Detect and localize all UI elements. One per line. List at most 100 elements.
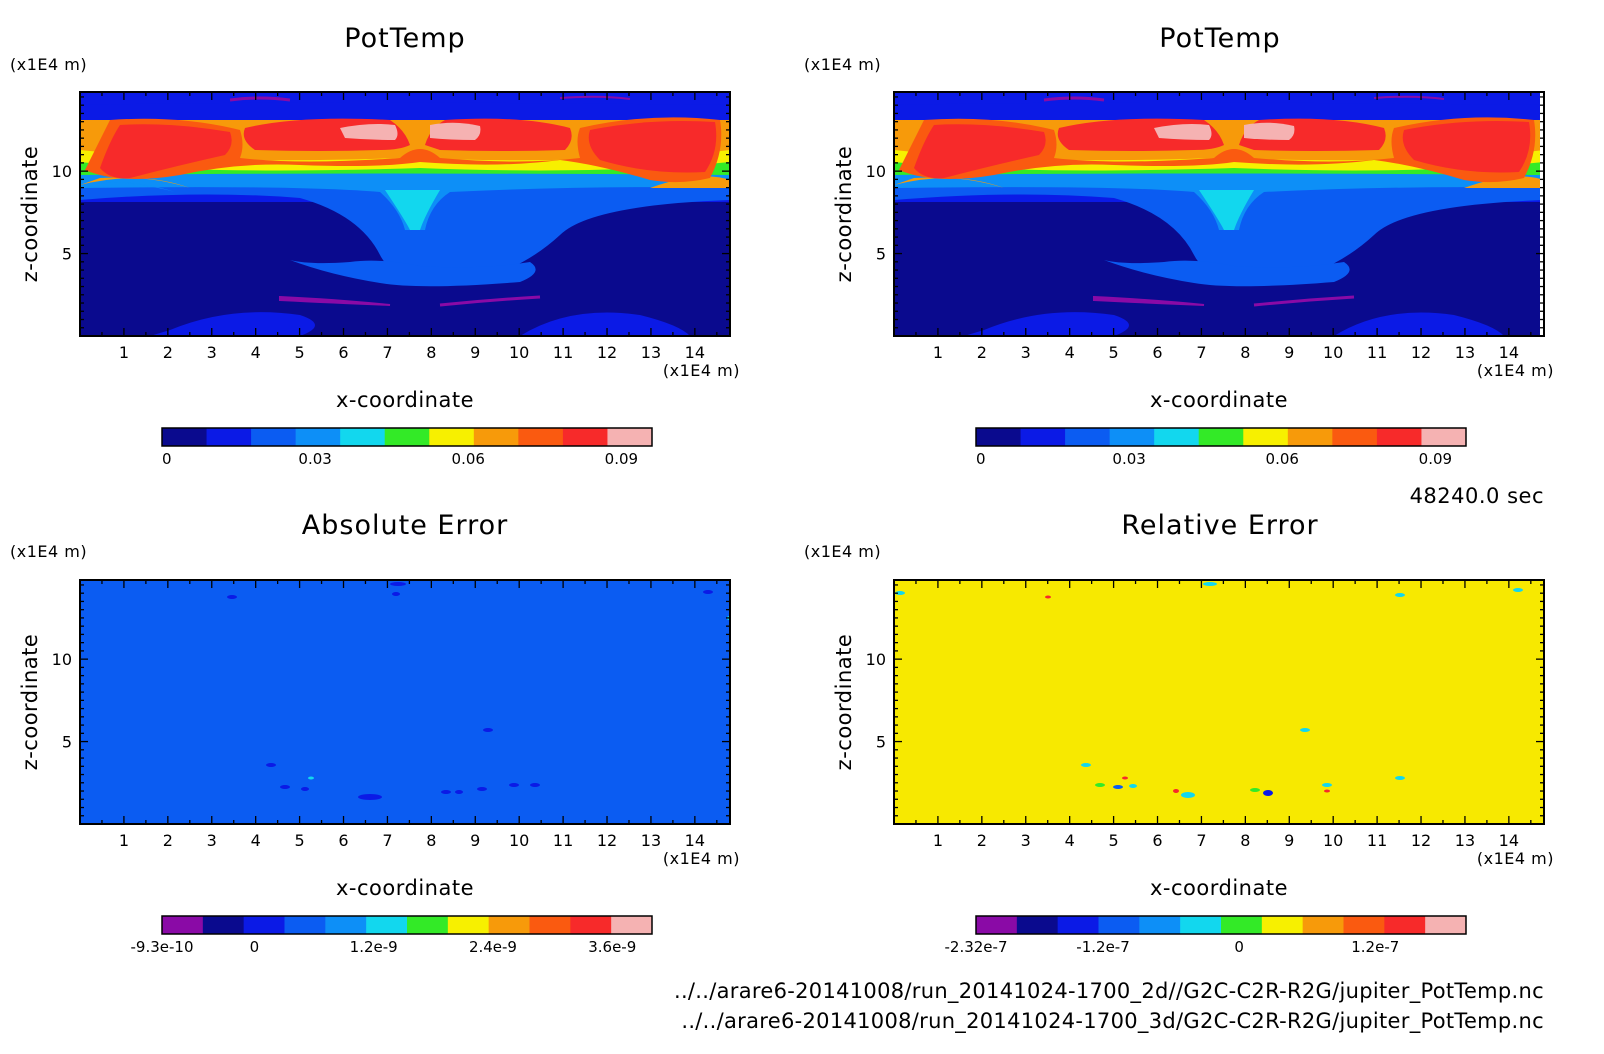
colorbar-swatch (429, 428, 475, 446)
axes-frame (893, 91, 1545, 337)
colorbar-swatch (1020, 428, 1066, 446)
colorbar-swatch (243, 916, 285, 934)
panel-title: Absolute Error (302, 510, 508, 541)
x-tick-label: 5 (295, 831, 305, 850)
x-tick-label: 5 (295, 343, 305, 362)
x-tick-label: 5 (1109, 831, 1119, 850)
colorbar-swatch (611, 916, 653, 934)
colorbar-swatch (1057, 916, 1099, 934)
colorbar-swatch (1154, 428, 1200, 446)
x-tick-label: 6 (338, 831, 348, 850)
x-tick-label: 5 (1109, 343, 1119, 362)
x-tick-label: 11 (553, 343, 573, 362)
colorbar-tick-label: 0.06 (1266, 450, 1299, 468)
x-tick-label: 1 (933, 831, 943, 850)
x-tick-label: 3 (1021, 343, 1031, 362)
colorbar-swatch (325, 916, 367, 934)
colorbar-swatch (284, 916, 326, 934)
x-axis-label: x-coordinate (336, 876, 474, 900)
colorbar-swatch (1139, 916, 1181, 934)
colorbar-swatch (562, 428, 608, 446)
panel-title: Relative Error (1121, 510, 1318, 541)
panel-title: PotTemp (1159, 23, 1280, 54)
x-axis-label: x-coordinate (1150, 876, 1288, 900)
x-tick-label: 1 (119, 343, 129, 362)
y-unit-label: (x1E4 m) (804, 55, 881, 74)
colorbar-tick-label: -9.3e-10 (131, 938, 194, 956)
y-tick-label: 10 (866, 650, 886, 669)
x-tick-label: 4 (251, 343, 261, 362)
x-tick-label: 8 (1240, 831, 1250, 850)
colorbar-swatch (1421, 428, 1467, 446)
colorbar-swatch (976, 916, 1018, 934)
x-tick-label: 14 (1499, 343, 1519, 362)
y-tick-label: 10 (866, 162, 886, 181)
colorbar: -9.3e-10 0 1.2e-9 2.4e-9 3.6e-9 (131, 915, 653, 956)
panel-pottemp-right: PotTemp (x1E4 m) (804, 23, 1554, 508)
colorbar-tick-label: 0.03 (1112, 450, 1145, 468)
file-path-3d: ../../arare6-20141008/run_20141024-1700_… (681, 1009, 1544, 1034)
x-tick-label: 2 (163, 831, 173, 850)
y-unit-label: (x1E4 m) (10, 55, 87, 74)
panel-relative-error: Relative Error (x1E4 m) 1 2 3 4 5 6 7 8 9 10 11 12 1… (804, 510, 1554, 956)
field-map (80, 580, 730, 824)
x-tick-label: 3 (1021, 831, 1031, 850)
colorbar-tick-label: 0.06 (452, 450, 485, 468)
y-tick-label: 10 (52, 162, 72, 181)
colorbar-swatch (1376, 428, 1422, 446)
colorbar-tick-label: 0 (162, 450, 172, 468)
colorbar-swatch (473, 428, 519, 446)
x-unit-label: (x1E4 m) (1477, 361, 1554, 380)
field-map (894, 580, 1544, 824)
y-tick-label: 10 (52, 650, 72, 669)
colorbar-swatch (1098, 916, 1140, 934)
x-tick-label: 12 (1411, 831, 1431, 850)
x-tick-label: 9 (470, 831, 480, 850)
colorbar-tick-label: 1.2e-7 (1351, 938, 1399, 956)
axes-frame (79, 91, 731, 337)
x-unit-label: (x1E4 m) (1477, 849, 1554, 868)
y-unit-label: (x1E4 m) (10, 542, 87, 561)
colorbar-tick-label: 0.09 (605, 450, 638, 468)
x-tick-label: 9 (1284, 343, 1294, 362)
x-tick-label: 11 (1367, 343, 1387, 362)
y-axis-label: z-coordinate (18, 634, 42, 771)
x-tick-label: 14 (685, 831, 705, 850)
x-tick-label: 10 (1323, 831, 1343, 850)
colorbar-swatch (202, 916, 245, 934)
panel-title: PotTemp (344, 23, 465, 54)
colorbar-swatch (162, 916, 204, 934)
colorbar-swatch (1109, 428, 1155, 446)
field-map (894, 92, 1540, 336)
colorbar-swatch (384, 428, 430, 446)
x-tick-label: 14 (685, 343, 705, 362)
x-tick-label: 12 (597, 343, 617, 362)
x-tick-label: 7 (382, 831, 392, 850)
colorbar-tick-label: 0 (976, 450, 986, 468)
colorbar-swatch (1302, 916, 1344, 934)
x-axis-label: x-coordinate (1150, 388, 1288, 412)
colorbar-swatch (1343, 916, 1385, 934)
x-tick-label: 2 (977, 343, 987, 362)
y-tick-label: 5 (876, 733, 886, 752)
colorbar-swatch (518, 428, 564, 446)
colorbar: -2.32e-7 -1.2e-7 0 1.2e-7 (945, 915, 1467, 956)
y-tick-label: 5 (62, 245, 72, 264)
y-axis-label: z-coordinate (832, 146, 856, 283)
colorbar-tick-label: 1.2e-9 (350, 938, 398, 956)
colorbar-swatch (607, 428, 653, 446)
colorbar-swatch (1065, 428, 1111, 446)
colorbar-swatch (1384, 916, 1426, 934)
x-tick-label: 10 (1323, 343, 1343, 362)
colorbar-swatch (251, 428, 297, 446)
x-tick-label: 2 (977, 831, 987, 850)
x-tick-label: 1 (933, 343, 943, 362)
colorbar-tick-label: 2.4e-9 (469, 938, 517, 956)
x-tick-label: 4 (251, 831, 261, 850)
y-tick-label: 5 (876, 245, 886, 264)
colorbar-tick-label: 0.09 (1419, 450, 1452, 468)
colorbar-swatch (1180, 916, 1222, 934)
x-tick-label: 11 (553, 831, 573, 850)
